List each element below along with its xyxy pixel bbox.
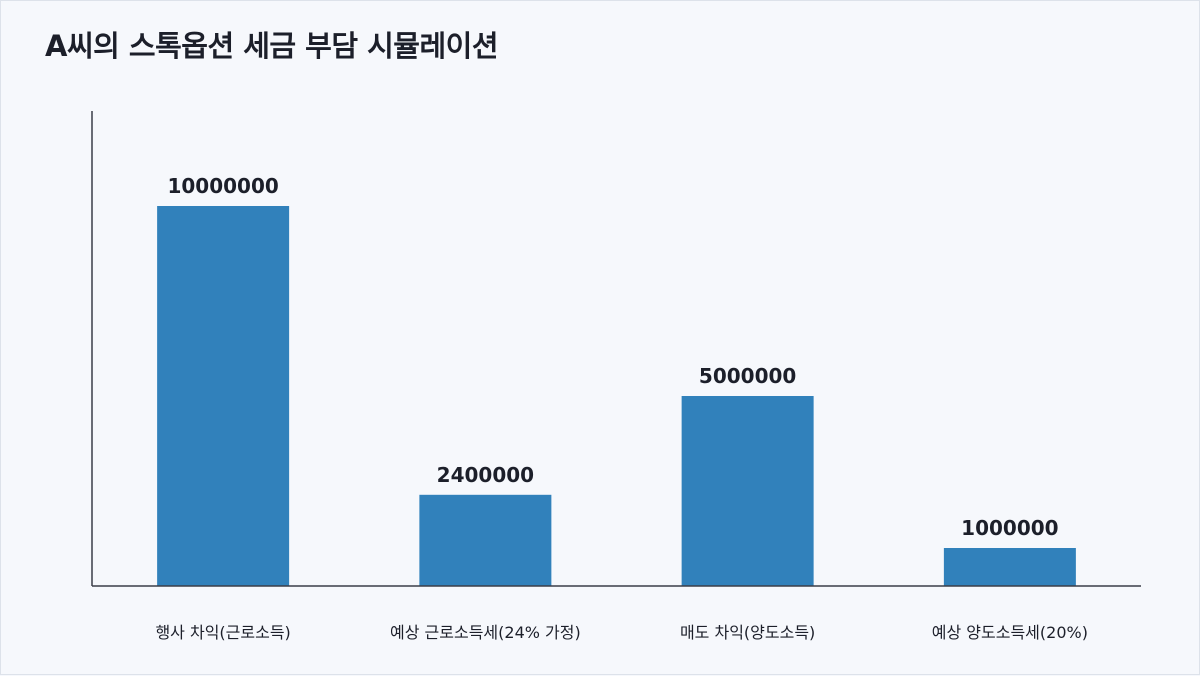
bars-group bbox=[157, 206, 1076, 586]
category-label-3: 예상 양도소득세(20%) bbox=[932, 623, 1088, 642]
category-label-0: 행사 차익(근로소득) bbox=[155, 623, 290, 642]
category-labels-group: 행사 차익(근로소득) 예상 근로소득세(24% 가정) 매도 차익(양도소득) 예상… bbox=[155, 623, 1088, 642]
category-label-2: 매도 차익(양도소득) bbox=[680, 623, 815, 642]
bar-2 bbox=[681, 396, 814, 586]
value-label-0: 10000000 bbox=[167, 174, 278, 198]
category-label-1: 예상 근로소득세(24% 가정) bbox=[390, 623, 581, 642]
bar-1 bbox=[419, 494, 552, 586]
value-label-2: 5000000 bbox=[699, 364, 796, 388]
value-labels-group: 10000000 2400000 5000000 1000000 bbox=[167, 174, 1058, 540]
value-label-1: 2400000 bbox=[437, 463, 534, 487]
value-label-3: 1000000 bbox=[961, 516, 1058, 540]
bar-0 bbox=[157, 206, 290, 586]
chart-title: A씨의 스톡옵션 세금 부담 시뮬레이션 bbox=[45, 29, 499, 63]
bar-3 bbox=[943, 548, 1076, 586]
